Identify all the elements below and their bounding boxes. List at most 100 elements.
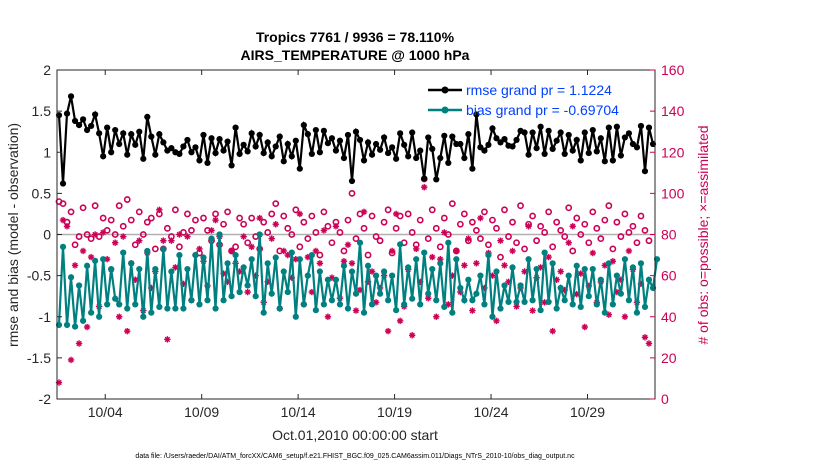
bias-point (597, 276, 604, 283)
bias-point (63, 321, 71, 329)
bias-point (152, 265, 159, 273)
bias-point (348, 268, 356, 275)
bias-point (332, 276, 340, 283)
obs-assimilated-point (396, 317, 404, 325)
obs-assimilated-point (441, 229, 448, 236)
obs-possible-point (147, 214, 155, 222)
obs-possible-point (184, 210, 191, 218)
rmse-point (589, 126, 596, 134)
rmse-point (340, 154, 348, 162)
obs-possible-point (384, 206, 392, 214)
obs-possible-point (300, 218, 308, 226)
rmse-point (268, 153, 275, 160)
obs-possible-point (416, 216, 424, 224)
x-axis-ticks: 10/04 10/09 10/14 10/19 10/24 10/29 (88, 70, 605, 420)
rmse-point (405, 153, 412, 160)
bias-point (397, 241, 404, 248)
obs-possible-point (565, 204, 573, 212)
obs-possible-point (260, 218, 268, 226)
bias-point (641, 303, 649, 310)
rmse-point (601, 158, 608, 165)
bias-series-group (55, 231, 661, 330)
obs-possible-point (348, 189, 356, 197)
obs-possible-point (151, 245, 159, 253)
bias-point (429, 265, 436, 273)
rmse-point (144, 113, 151, 120)
obs-possible-point (477, 235, 484, 243)
bias-point (645, 276, 653, 283)
asterisk-stroke (76, 340, 82, 347)
obs-possible-point (75, 233, 83, 240)
rmse-point (240, 141, 247, 148)
asterisk-stroke (84, 324, 90, 330)
rmse-point (449, 133, 456, 140)
bias-point (529, 297, 536, 304)
rmse-point (63, 110, 71, 117)
rmse-point (308, 150, 315, 157)
obs-possible-point (176, 243, 183, 251)
asterisk-stroke (313, 248, 319, 254)
asterisk-stroke (196, 246, 203, 252)
rmse-point (429, 145, 436, 153)
bias-point (116, 301, 123, 308)
rmse-point (445, 159, 452, 167)
obs-possible-point (212, 210, 219, 218)
asterisk-stroke (493, 318, 500, 324)
obs-assimilated-point (581, 323, 588, 331)
right-y-axis-label: # of obs: o=possible; ×=assimilated (695, 125, 711, 344)
bias-point (236, 288, 243, 296)
bias-point (316, 268, 323, 275)
obs-assimilated-point (344, 241, 352, 248)
bias-point (513, 298, 520, 306)
asterisk-stroke (353, 307, 359, 314)
rmse-point (613, 123, 620, 130)
bias-point (545, 298, 552, 306)
bias-point (541, 249, 548, 256)
rmse-point (224, 138, 231, 145)
rmse-point (132, 141, 139, 148)
asterisk-stroke (124, 328, 130, 334)
bias-point (465, 276, 472, 283)
bias-point (573, 262, 580, 269)
rmse-point (621, 134, 628, 141)
obs-assimilated-point (228, 247, 235, 255)
obs-possible-point (561, 233, 569, 240)
rmse-point (577, 157, 584, 164)
obs-assimilated-point (83, 323, 91, 331)
obs-possible-point (380, 218, 388, 226)
rmse-point (561, 150, 568, 157)
obs-assimilated-point (589, 249, 596, 257)
bias-point (336, 301, 344, 308)
obs-assimilated-point (493, 317, 500, 325)
obs-possible-point (428, 206, 436, 214)
rmse-point (529, 129, 536, 136)
rmse-point (188, 149, 195, 156)
obs-assimilated-point (116, 313, 123, 320)
rmse-point (557, 129, 564, 136)
rmse-point (469, 165, 476, 172)
left-y-axis-ticks: 2 1.5 1 0.5 0 -0.5 -1 -1.5 -2 (27, 62, 62, 407)
rmse-point (605, 124, 612, 131)
obs-possible-point (240, 220, 248, 228)
bias-point (380, 268, 388, 275)
obs-possible-point (436, 243, 444, 251)
asterisk-stroke (60, 217, 66, 223)
bias-point (180, 305, 187, 312)
asterisk-stroke (325, 314, 331, 320)
rmse-point (184, 136, 191, 144)
rmse-point (537, 123, 544, 130)
obs-assimilated-point (308, 288, 316, 296)
asterisk-stroke (164, 336, 171, 343)
rmse-point (304, 131, 311, 138)
rmse-point (244, 148, 251, 155)
obs-possible-point (633, 239, 641, 247)
rmse-point (425, 134, 432, 141)
rmse-point (108, 149, 115, 156)
bias-point (457, 284, 464, 292)
asterisk-stroke (557, 268, 564, 275)
obs-possible-point (360, 224, 368, 232)
bias-point (553, 305, 560, 312)
asterisk-stroke (477, 215, 484, 221)
bias-point (84, 262, 91, 269)
